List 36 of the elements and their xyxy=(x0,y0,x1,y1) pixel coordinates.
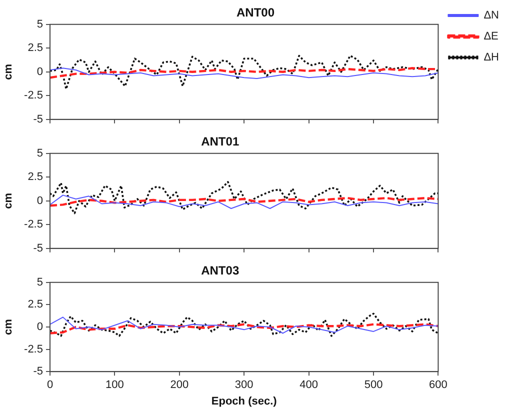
y-tick-label: 0 xyxy=(36,66,43,78)
y-tick-label: -2.5 xyxy=(24,218,43,231)
y-axis-title: cm xyxy=(2,318,15,335)
y-axis-title: cm xyxy=(2,64,15,80)
x-tick-label: 400 xyxy=(300,379,318,392)
chart-title: ANT00 xyxy=(236,6,275,20)
line-series xyxy=(50,312,438,337)
x-axis-title: Epoch (sec.) xyxy=(211,395,278,408)
y-tick-label: -5 xyxy=(33,113,43,126)
x-tick-label: 100 xyxy=(106,379,124,392)
x-tick-label: 500 xyxy=(364,379,383,392)
y-tick-label: 5 xyxy=(36,147,43,160)
y-tick-label: -2.5 xyxy=(24,90,43,102)
y-tick-label: 5 xyxy=(36,276,43,288)
legend-label: ΔH xyxy=(484,52,500,64)
y-tick-label: 2.5 xyxy=(28,42,43,54)
y-tick-label: 0 xyxy=(36,194,43,207)
line-series xyxy=(50,323,438,334)
y-axis-title: cm xyxy=(2,192,15,209)
legend-label: ΔN xyxy=(484,10,500,22)
x-tick-label: 300 xyxy=(234,379,254,392)
chart-title: ANT01 xyxy=(201,134,240,149)
y-tick-label: -5 xyxy=(33,366,43,378)
y-tick-label: -5 xyxy=(33,242,43,254)
line-series xyxy=(50,181,438,214)
x-tick-label: 600 xyxy=(429,379,448,392)
y-tick-label: 2.5 xyxy=(28,171,43,184)
legend-label: ΔE xyxy=(484,30,498,43)
line-series xyxy=(50,54,438,90)
y-tick-label: -2.5 xyxy=(24,343,43,356)
y-tick-label: 5 xyxy=(36,18,43,30)
y-tick-label: 2.5 xyxy=(28,298,43,311)
x-tick-label: 0 xyxy=(46,379,54,392)
chart-title: ANT03 xyxy=(201,264,240,278)
x-tick-label: 200 xyxy=(170,379,189,392)
y-tick-label: 0 xyxy=(36,321,43,334)
